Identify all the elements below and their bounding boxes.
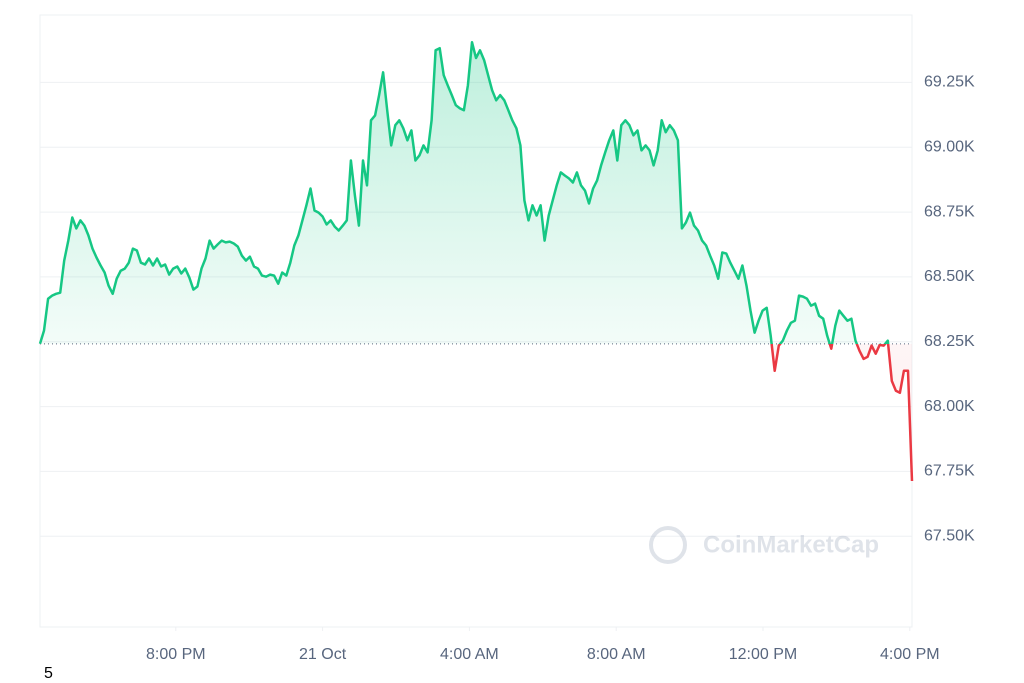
area-fill xyxy=(40,42,912,481)
price-line xyxy=(38,40,914,482)
y-tick-label: 68.75K xyxy=(924,203,975,220)
y-tick-label: 67.50K xyxy=(924,527,975,544)
x-tick-label: 12:00 PM xyxy=(729,646,797,663)
footnote: 5 xyxy=(44,665,53,682)
y-tick-label: 68.00K xyxy=(924,398,975,415)
y-tick-label: 68.50K xyxy=(924,268,975,285)
x-tick-label: 4:00 AM xyxy=(440,646,499,663)
plot-frame xyxy=(39,14,913,628)
watermark: CoinMarketCap xyxy=(649,526,879,564)
y-tick-label: 68.25K xyxy=(924,333,975,350)
x-tick-label: 8:00 AM xyxy=(587,646,646,663)
watermark-text: CoinMarketCap xyxy=(703,531,879,558)
x-tick-label: 4:00 PM xyxy=(880,646,940,663)
watermark-logo xyxy=(649,526,687,564)
x-tick-label: 8:00 PM xyxy=(146,646,206,663)
y-tick-label: 69.00K xyxy=(924,138,975,155)
y-tick-label: 69.25K xyxy=(924,74,975,91)
x-tick-label: 21 Oct xyxy=(299,646,347,663)
y-tick-label: 67.75K xyxy=(924,463,975,480)
